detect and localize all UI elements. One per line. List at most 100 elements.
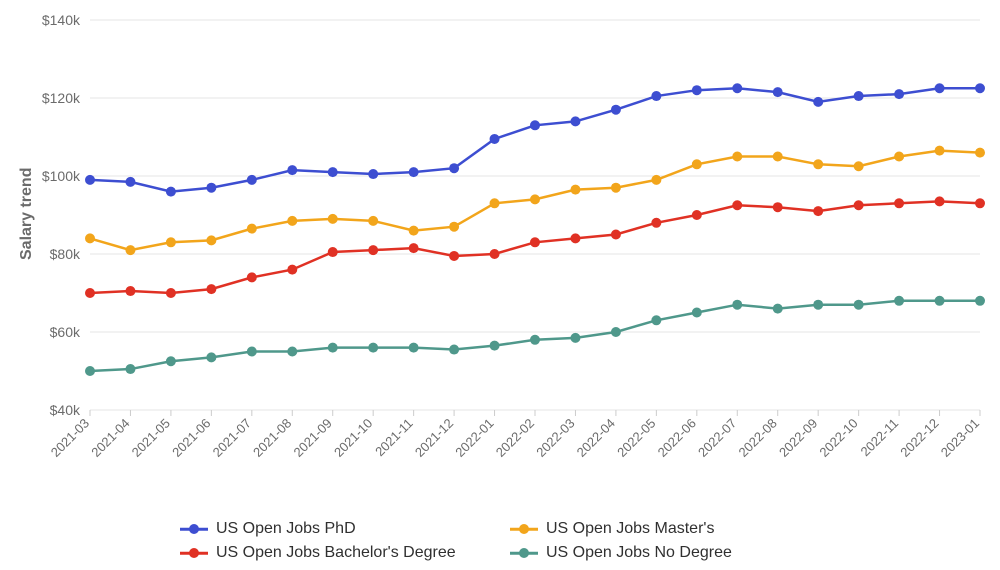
series-marker-phd <box>449 163 459 173</box>
series-marker-phd <box>773 87 783 97</box>
series-marker-bachelors <box>328 247 338 257</box>
legend-label-nodegree: US Open Jobs No Degree <box>546 544 732 562</box>
series-marker-bachelors <box>368 245 378 255</box>
series-marker-nodegree <box>368 343 378 353</box>
legend-swatch-nodegree <box>510 548 538 558</box>
x-tick-label: 2021-09 <box>290 416 334 460</box>
series-marker-bachelors <box>773 202 783 212</box>
series-marker-nodegree <box>166 356 176 366</box>
series-marker-bachelors <box>530 237 540 247</box>
series-marker-bachelors <box>611 230 621 240</box>
series-marker-bachelors <box>247 272 257 282</box>
x-tick-label: 2021-11 <box>372 416 416 460</box>
series-marker-bachelors <box>125 286 135 296</box>
series-marker-nodegree <box>813 300 823 310</box>
legend-label-phd: US Open Jobs PhD <box>216 520 356 538</box>
x-tick-label: 2023-01 <box>938 416 982 460</box>
series-marker-phd <box>247 175 257 185</box>
series-marker-masters <box>449 222 459 232</box>
legend-item-phd: US Open Jobs PhD <box>180 520 500 538</box>
series-marker-phd <box>651 91 661 101</box>
salary-trend-chart: Salary trend $40k$60k$80k$100k$120k$140k… <box>0 0 1000 570</box>
x-tick-label: 2022-02 <box>493 416 537 460</box>
series-marker-phd <box>935 83 945 93</box>
series-marker-phd <box>975 83 985 93</box>
x-tick-label: 2021-03 <box>48 416 92 460</box>
chart-legend: US Open Jobs PhD US Open Jobs Master's US … <box>180 520 880 562</box>
series-marker-bachelors <box>692 210 702 220</box>
series-marker-masters <box>85 233 95 243</box>
series-marker-nodegree <box>894 296 904 306</box>
x-tick-label: 2021-12 <box>412 416 456 460</box>
series-marker-bachelors <box>206 284 216 294</box>
series-marker-phd <box>328 167 338 177</box>
series-marker-masters <box>773 152 783 162</box>
series-marker-phd <box>125 177 135 187</box>
legend-swatch-masters <box>510 524 538 534</box>
x-tick-label: 2022-07 <box>695 416 739 460</box>
series-marker-masters <box>409 226 419 236</box>
series-marker-nodegree <box>409 343 419 353</box>
series-marker-phd <box>732 83 742 93</box>
x-tick-label: 2021-06 <box>169 416 213 460</box>
y-axis-title: Salary trend <box>18 168 36 260</box>
series-marker-phd <box>813 97 823 107</box>
series-marker-phd <box>166 187 176 197</box>
series-marker-phd <box>409 167 419 177</box>
series-marker-phd <box>611 105 621 115</box>
x-tick-label: 2021-08 <box>250 416 294 460</box>
series-marker-nodegree <box>490 341 500 351</box>
x-tick-label: 2022-01 <box>452 416 496 460</box>
series-marker-masters <box>166 237 176 247</box>
y-tick-label: $40k <box>50 402 81 418</box>
series-marker-phd <box>692 85 702 95</box>
series-marker-nodegree <box>732 300 742 310</box>
x-tick-label: 2022-08 <box>735 416 779 460</box>
series-marker-masters <box>813 159 823 169</box>
series-marker-phd <box>894 89 904 99</box>
series-marker-masters <box>570 185 580 195</box>
series-marker-masters <box>490 198 500 208</box>
x-tick-label: 2021-10 <box>331 416 375 460</box>
x-tick-label: 2022-06 <box>655 416 699 460</box>
series-marker-nodegree <box>692 308 702 318</box>
legend-item-nodegree: US Open Jobs No Degree <box>510 544 830 562</box>
legend-label-masters: US Open Jobs Master's <box>546 520 714 538</box>
y-tick-label: $80k <box>50 246 81 262</box>
series-marker-bachelors <box>85 288 95 298</box>
series-marker-phd <box>854 91 864 101</box>
series-marker-phd <box>206 183 216 193</box>
series-marker-bachelors <box>732 200 742 210</box>
series-marker-phd <box>368 169 378 179</box>
series-marker-nodegree <box>651 315 661 325</box>
x-tick-label: 2022-09 <box>776 416 820 460</box>
series-marker-nodegree <box>85 366 95 376</box>
series-marker-masters <box>975 148 985 158</box>
series-marker-bachelors <box>854 200 864 210</box>
chart-plot-area: $40k$60k$80k$100k$120k$140k2021-032021-0… <box>0 0 1000 520</box>
series-marker-bachelors <box>894 198 904 208</box>
series-marker-phd <box>530 120 540 130</box>
series-marker-masters <box>651 175 661 185</box>
series-marker-masters <box>732 152 742 162</box>
x-tick-label: 2022-03 <box>533 416 577 460</box>
series-marker-bachelors <box>490 249 500 259</box>
series-marker-bachelors <box>409 243 419 253</box>
series-marker-bachelors <box>287 265 297 275</box>
series-marker-nodegree <box>935 296 945 306</box>
x-tick-label: 2022-11 <box>858 416 902 460</box>
x-tick-label: 2022-10 <box>816 416 860 460</box>
series-marker-nodegree <box>975 296 985 306</box>
series-marker-nodegree <box>773 304 783 314</box>
series-marker-masters <box>692 159 702 169</box>
series-marker-nodegree <box>570 333 580 343</box>
x-tick-label: 2021-07 <box>210 416 254 460</box>
series-marker-masters <box>611 183 621 193</box>
y-tick-label: $120k <box>42 90 81 106</box>
series-marker-bachelors <box>570 233 580 243</box>
series-marker-bachelors <box>975 198 985 208</box>
legend-swatch-phd <box>180 524 208 534</box>
series-marker-masters <box>368 216 378 226</box>
x-tick-label: 2021-05 <box>129 416 173 460</box>
y-tick-label: $100k <box>42 168 81 184</box>
